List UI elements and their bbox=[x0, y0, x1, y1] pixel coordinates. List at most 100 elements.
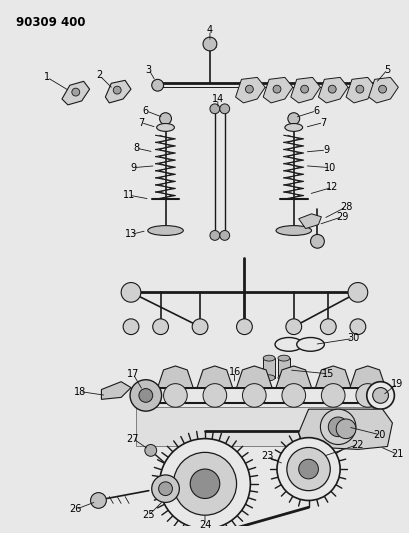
Circle shape bbox=[243, 384, 266, 407]
Circle shape bbox=[286, 319, 302, 335]
Text: 20: 20 bbox=[373, 430, 386, 440]
Circle shape bbox=[220, 230, 230, 240]
Text: 14: 14 bbox=[212, 94, 224, 104]
Circle shape bbox=[277, 438, 340, 500]
Circle shape bbox=[123, 319, 139, 335]
Text: 1: 1 bbox=[44, 72, 50, 83]
Circle shape bbox=[192, 319, 208, 335]
Text: 25: 25 bbox=[142, 510, 155, 520]
Circle shape bbox=[210, 104, 220, 114]
Text: 5: 5 bbox=[384, 64, 391, 75]
Text: 90309 400: 90309 400 bbox=[16, 15, 85, 29]
Circle shape bbox=[373, 387, 389, 403]
Circle shape bbox=[245, 85, 253, 93]
Circle shape bbox=[328, 417, 348, 437]
Circle shape bbox=[287, 448, 330, 491]
Polygon shape bbox=[197, 366, 233, 387]
Circle shape bbox=[160, 439, 250, 529]
Polygon shape bbox=[263, 77, 293, 103]
Text: 3: 3 bbox=[146, 64, 152, 75]
Text: 6: 6 bbox=[143, 106, 149, 116]
Text: 12: 12 bbox=[326, 182, 338, 192]
Circle shape bbox=[139, 389, 153, 402]
Circle shape bbox=[173, 453, 236, 515]
Circle shape bbox=[301, 85, 308, 93]
Text: 16: 16 bbox=[229, 367, 241, 377]
Ellipse shape bbox=[297, 337, 324, 351]
Polygon shape bbox=[236, 77, 265, 103]
Circle shape bbox=[379, 85, 387, 93]
Polygon shape bbox=[299, 214, 321, 229]
Polygon shape bbox=[276, 366, 312, 387]
Circle shape bbox=[336, 419, 356, 439]
Circle shape bbox=[90, 492, 106, 508]
Text: 9: 9 bbox=[323, 145, 329, 155]
Circle shape bbox=[282, 384, 306, 407]
Text: 2: 2 bbox=[97, 70, 103, 80]
Circle shape bbox=[367, 382, 394, 409]
Ellipse shape bbox=[263, 355, 275, 361]
Circle shape bbox=[210, 230, 220, 240]
Polygon shape bbox=[315, 366, 351, 387]
Circle shape bbox=[160, 112, 171, 125]
Ellipse shape bbox=[276, 225, 312, 236]
Text: 17: 17 bbox=[127, 369, 139, 379]
Text: 27: 27 bbox=[127, 434, 139, 443]
Text: 10: 10 bbox=[324, 163, 336, 173]
Text: 30: 30 bbox=[347, 334, 359, 343]
Text: 11: 11 bbox=[123, 190, 135, 200]
Ellipse shape bbox=[275, 337, 303, 351]
Circle shape bbox=[203, 37, 217, 51]
Text: 26: 26 bbox=[70, 504, 82, 514]
Circle shape bbox=[321, 384, 345, 407]
Polygon shape bbox=[106, 80, 131, 103]
Text: 15: 15 bbox=[322, 369, 335, 379]
Bar bbox=[278, 358, 290, 378]
Circle shape bbox=[72, 88, 80, 96]
Ellipse shape bbox=[278, 355, 290, 361]
Circle shape bbox=[152, 475, 179, 503]
Circle shape bbox=[328, 85, 336, 93]
Polygon shape bbox=[319, 77, 348, 103]
Text: 21: 21 bbox=[391, 449, 404, 459]
Ellipse shape bbox=[157, 124, 174, 131]
Circle shape bbox=[121, 282, 141, 302]
Ellipse shape bbox=[285, 124, 303, 131]
Text: 23: 23 bbox=[261, 451, 273, 461]
Circle shape bbox=[288, 112, 300, 125]
Text: 4: 4 bbox=[207, 25, 213, 35]
Ellipse shape bbox=[148, 225, 183, 236]
Text: 8: 8 bbox=[133, 143, 139, 153]
Polygon shape bbox=[291, 77, 320, 103]
Circle shape bbox=[203, 384, 227, 407]
Polygon shape bbox=[369, 77, 398, 103]
Circle shape bbox=[350, 319, 366, 335]
Circle shape bbox=[113, 86, 121, 94]
Circle shape bbox=[320, 319, 336, 335]
Text: 13: 13 bbox=[125, 229, 137, 239]
Circle shape bbox=[273, 85, 281, 93]
Ellipse shape bbox=[263, 375, 275, 381]
Circle shape bbox=[310, 235, 324, 248]
Circle shape bbox=[164, 384, 187, 407]
Polygon shape bbox=[236, 366, 272, 387]
Text: 28: 28 bbox=[340, 202, 352, 212]
Circle shape bbox=[320, 409, 356, 445]
Bar bbox=[263, 358, 275, 378]
Circle shape bbox=[190, 469, 220, 498]
Text: 9: 9 bbox=[130, 163, 136, 173]
Polygon shape bbox=[346, 77, 375, 103]
Ellipse shape bbox=[278, 375, 290, 381]
Circle shape bbox=[152, 79, 164, 91]
Text: 7: 7 bbox=[138, 118, 144, 127]
Circle shape bbox=[159, 482, 173, 496]
Polygon shape bbox=[62, 82, 90, 105]
Circle shape bbox=[348, 282, 368, 302]
Polygon shape bbox=[157, 366, 193, 387]
Circle shape bbox=[130, 379, 162, 411]
Text: 29: 29 bbox=[336, 212, 348, 222]
Circle shape bbox=[145, 445, 157, 456]
Text: 22: 22 bbox=[352, 440, 364, 449]
Bar bbox=[136, 407, 373, 447]
Text: 19: 19 bbox=[391, 378, 403, 389]
